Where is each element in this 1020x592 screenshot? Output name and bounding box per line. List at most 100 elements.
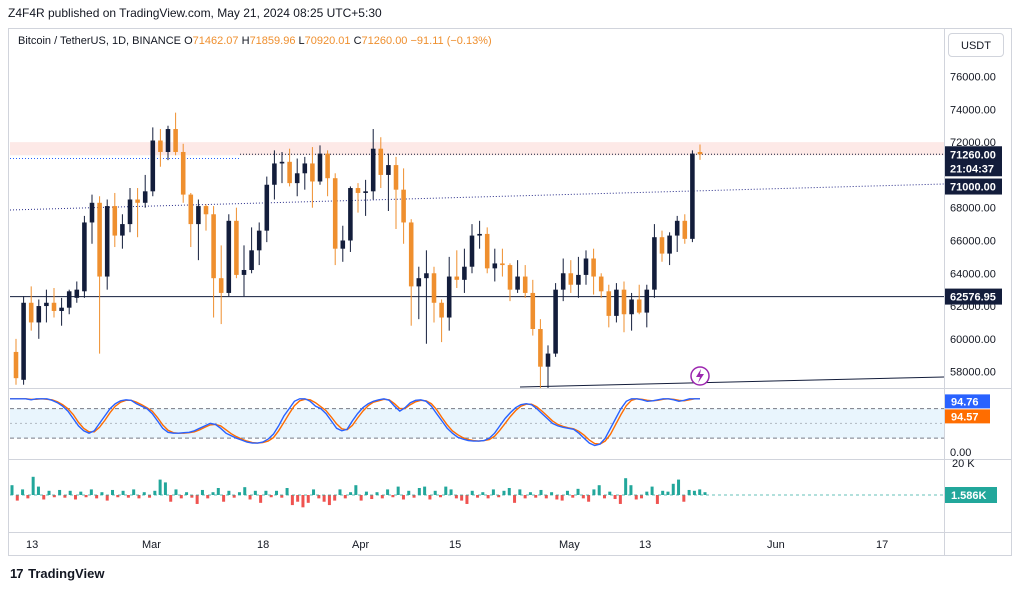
volume-bar [111, 489, 115, 495]
level-b-tag-bg [945, 288, 1002, 305]
volume-bar [539, 489, 543, 495]
currency-button[interactable]: USDT [948, 33, 1004, 57]
low-key: L [298, 35, 305, 47]
candle-body [629, 299, 634, 315]
candle-body [363, 191, 368, 193]
volume-bar [650, 486, 654, 495]
volume-bar [31, 476, 35, 495]
volume-bar [655, 495, 659, 504]
candle-body [135, 199, 140, 203]
price-tick-label: 60000.00 [950, 334, 996, 346]
candle-body [424, 273, 429, 279]
candle-body [674, 220, 680, 236]
candle-body [568, 273, 574, 285]
volume-bar [163, 482, 167, 495]
volume-bar [391, 495, 395, 498]
volume-bar [275, 490, 279, 495]
volume-bar [26, 495, 30, 499]
candle-body [545, 353, 551, 367]
volume-bar [232, 495, 236, 498]
volume-bar [211, 492, 215, 495]
volume-bar [523, 495, 527, 499]
candle-body [302, 163, 308, 174]
volume-bar [359, 495, 363, 501]
candle-body [492, 263, 498, 269]
osc-k-line [10, 398, 700, 447]
volume-bar [624, 478, 628, 495]
candle-body [13, 351, 19, 379]
volume-bar [528, 492, 532, 495]
volume-bar [148, 495, 152, 498]
volume-bar [634, 495, 638, 500]
tradingview-logo-icon: 17 [10, 566, 24, 581]
candle-body [264, 184, 270, 231]
candle-body [234, 220, 239, 275]
volume-bar [454, 495, 458, 499]
volume-bar [296, 495, 300, 502]
volume-bar [132, 489, 136, 495]
volume-bar [79, 491, 83, 495]
price-tick-label: 66000.00 [950, 235, 996, 247]
volume-bar [581, 495, 585, 499]
volume-bar [629, 485, 633, 495]
candle-body [74, 289, 80, 298]
candle-body [690, 153, 695, 239]
volume-bar [237, 492, 241, 495]
volume-bar [423, 486, 427, 495]
candle-body [386, 165, 391, 175]
volume-bar [243, 487, 247, 495]
volume-bar [52, 495, 56, 498]
open-key: O [184, 35, 193, 47]
price-tick-label: 76000.00 [950, 72, 996, 84]
candle-body [272, 163, 277, 185]
volume-bar [661, 490, 665, 495]
tradingview-footer: 17 TradingView [10, 566, 104, 581]
volume-bar [264, 490, 268, 495]
volume-bar [407, 490, 411, 495]
volume-bar [206, 495, 210, 499]
candle-body [469, 235, 475, 267]
volume-bar [174, 489, 178, 495]
volume-bar [682, 495, 686, 502]
volume-bar [105, 495, 109, 501]
volume-tag: 1.586K [951, 490, 987, 502]
candle-body [226, 220, 232, 293]
candle-body [120, 224, 125, 236]
lightning-icon-glyph [696, 369, 704, 383]
resistance-zone [10, 142, 944, 156]
volume-bar [259, 495, 263, 503]
volume-bar [338, 489, 342, 495]
candle-body [348, 188, 353, 241]
candle-body [431, 273, 437, 303]
volume-bar [290, 495, 294, 506]
candle-body [446, 276, 452, 318]
last-price-tag-bg [945, 146, 1002, 163]
volume-bar [491, 489, 495, 495]
volume-group [10, 476, 707, 508]
level-b-tag: 62576.95 [950, 292, 996, 304]
volume-axis-label: 20 K [952, 458, 975, 470]
candle-body [66, 291, 72, 308]
volume-bar [602, 495, 606, 499]
candle-body [621, 289, 627, 315]
price-tick-label: 72000.00 [950, 137, 996, 149]
volume-bar [518, 489, 522, 495]
volume-bar [158, 479, 162, 495]
volume-bar [677, 479, 681, 495]
countdown-tag: 21:04:37 [950, 163, 994, 175]
candle-body [142, 191, 148, 203]
symbol-label[interactable]: Bitcoin / TetherUS, 1D, BINANCE [18, 35, 182, 47]
volume-bar [333, 495, 337, 501]
volume-bar [137, 495, 141, 499]
candle-body [355, 188, 361, 193]
volume-bar [343, 495, 347, 499]
time-axis-label: 13 [639, 539, 651, 551]
close-value: 71260.00 [361, 35, 408, 47]
volume-bar [15, 495, 19, 501]
candle-body [591, 258, 596, 277]
volume-bar [513, 495, 517, 503]
volume-bar [571, 495, 575, 498]
candle-body [112, 206, 118, 236]
volume-bar [465, 495, 469, 504]
